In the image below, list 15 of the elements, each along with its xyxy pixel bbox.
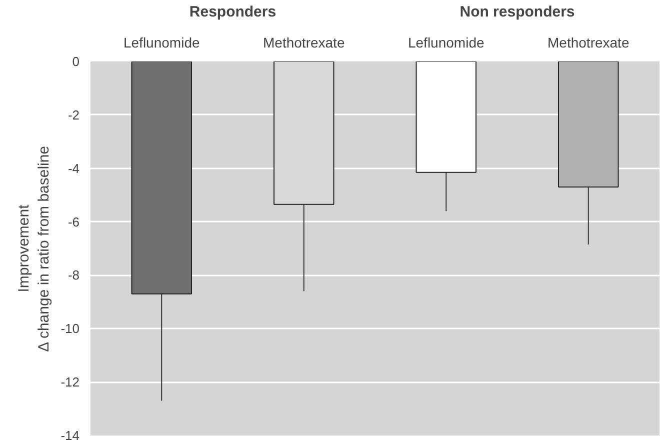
y-tick-label: -2 <box>68 107 80 122</box>
y-axis-title: Improvement Δ change in ratio from baseline <box>15 146 53 352</box>
y-tick-label: -10 <box>60 321 80 336</box>
x-tick-label: Leflunomide <box>123 34 200 50</box>
x-tick-label: Leflunomide <box>408 34 484 50</box>
text: Responders <box>189 4 276 20</box>
y-tick-label: -8 <box>68 268 80 283</box>
y-tick-label: -4 <box>68 160 80 176</box>
y-tick-label: -12 <box>60 374 80 390</box>
y-tick-label: 0 <box>72 54 80 69</box>
y-tick-label: -14 <box>60 428 80 440</box>
text: Non responders <box>460 4 575 20</box>
y-tick-label: -6 <box>68 214 80 230</box>
x-tick-label: Methotrexate <box>263 34 345 50</box>
x-tick-label: Methotrexate <box>548 34 630 50</box>
